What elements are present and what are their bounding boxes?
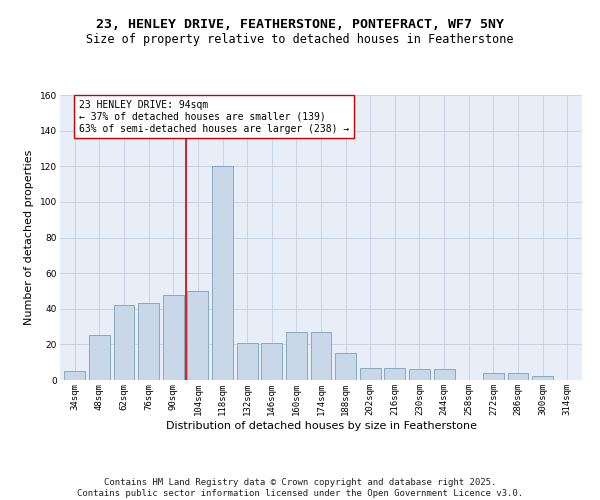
X-axis label: Distribution of detached houses by size in Featherstone: Distribution of detached houses by size …	[166, 420, 476, 430]
Bar	[508, 373, 529, 380]
Bar	[64, 371, 85, 380]
Bar	[532, 376, 553, 380]
Bar	[360, 368, 381, 380]
Bar	[187, 291, 208, 380]
Bar	[261, 342, 282, 380]
Bar	[236, 342, 257, 380]
Bar	[311, 332, 331, 380]
Text: Contains HM Land Registry data © Crown copyright and database right 2025.
Contai: Contains HM Land Registry data © Crown c…	[77, 478, 523, 498]
Bar	[335, 354, 356, 380]
Bar	[163, 294, 184, 380]
Text: Size of property relative to detached houses in Featherstone: Size of property relative to detached ho…	[86, 32, 514, 46]
Bar	[89, 336, 110, 380]
Bar	[409, 370, 430, 380]
Bar	[483, 373, 504, 380]
Bar	[138, 304, 159, 380]
Bar	[385, 368, 406, 380]
Y-axis label: Number of detached properties: Number of detached properties	[25, 150, 34, 325]
Text: 23 HENLEY DRIVE: 94sqm
← 37% of detached houses are smaller (139)
63% of semi-de: 23 HENLEY DRIVE: 94sqm ← 37% of detached…	[79, 100, 349, 134]
Text: 23, HENLEY DRIVE, FEATHERSTONE, PONTEFRACT, WF7 5NY: 23, HENLEY DRIVE, FEATHERSTONE, PONTEFRA…	[96, 18, 504, 30]
Bar	[212, 166, 233, 380]
Bar	[113, 305, 134, 380]
Bar	[434, 370, 455, 380]
Bar	[286, 332, 307, 380]
